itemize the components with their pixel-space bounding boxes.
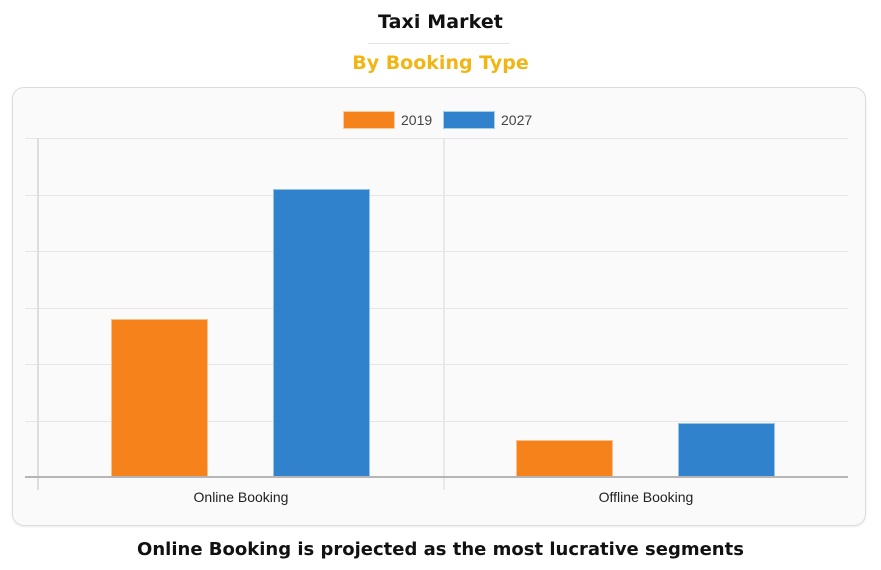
category-divider [443,138,445,490]
legend-item-2027[interactable]: 2027 [443,110,532,130]
y-axis-line [37,138,39,490]
gridline [25,138,848,139]
chart-subtitle: By Booking Type [352,52,529,74]
legend-label-2027: 2027 [501,112,533,128]
bar-online-booking-2027[interactable] [273,189,370,477]
x-axis-baseline [25,476,848,478]
bar-online-booking-2019[interactable] [111,319,208,477]
legend-label-2019: 2019 [401,112,433,128]
chart-legend: 2019 2027 [0,110,881,130]
gridline [25,421,848,422]
x-label-offline-booking: Offline Booking [598,489,694,505]
legend-swatch-2019 [343,111,395,129]
legend-item-2019[interactable]: 2019 [343,110,432,130]
chart-title: Taxi Market [377,11,503,33]
gridline [25,308,848,309]
x-label-online-booking: Online Booking [193,489,289,505]
bar-offline-booking-2019[interactable] [516,440,613,477]
gridline [25,364,848,365]
title-divider [368,43,510,44]
legend-swatch-2027 [443,111,495,129]
chart-caption: Online Booking is projected as the most … [137,539,744,560]
gridline [25,251,848,252]
gridline [25,195,848,196]
bar-offline-booking-2027[interactable] [678,423,775,477]
